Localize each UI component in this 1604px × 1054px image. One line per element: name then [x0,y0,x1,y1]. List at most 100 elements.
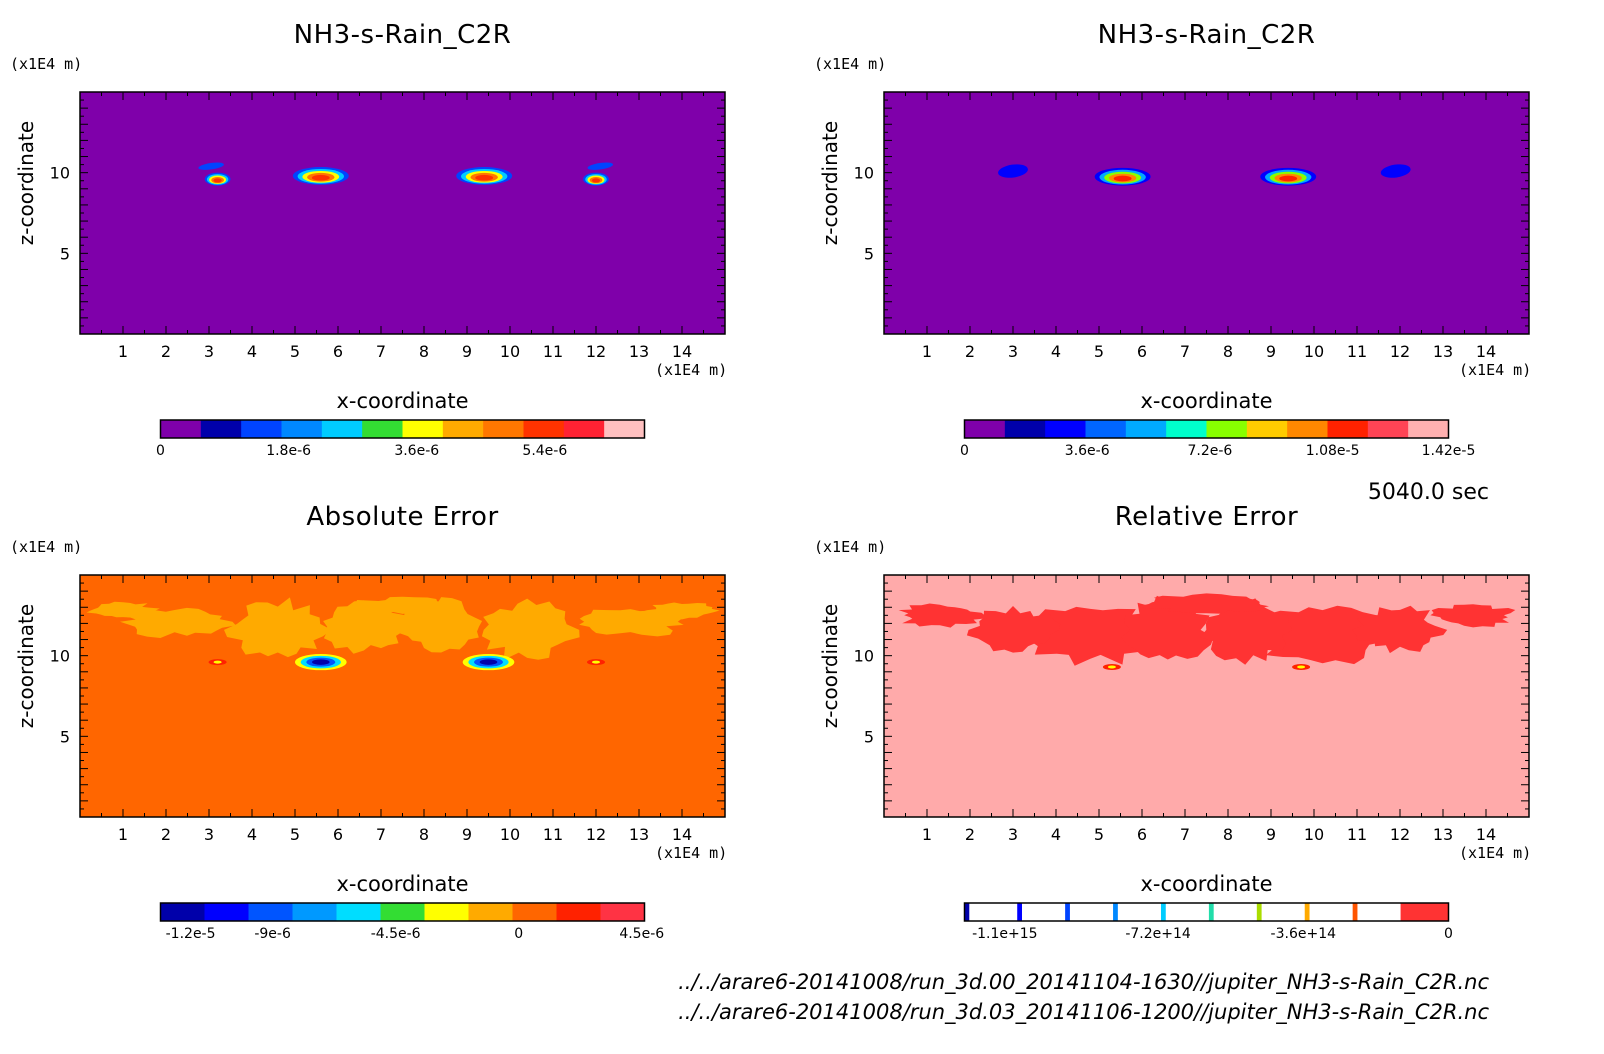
x-tick-label: 11 [1347,342,1367,361]
field-background [884,92,1529,334]
colorbar-swatch [292,903,337,921]
contour-dot-core [592,660,600,664]
colorbar-tick-label: 1.8e-6 [266,443,311,459]
contour-patch [224,597,332,658]
colorbar-swatch [1256,903,1263,921]
panel-4: 1 2 3 4 5 6 7 8 9 10 11 12 13 14510z-coordinate-1.1e+… [818,574,1530,942]
x-unit-label: (x1E4 m) [655,361,728,379]
file-path-1: ../../arare6-20141008/run_3d.00_20141104… [678,970,1489,994]
colorbar-swatch [160,420,202,438]
x-unit-label: (x1E4 m) [1459,844,1532,862]
panel-title: Relative Error [1114,502,1299,532]
colorbar-swatch [1367,420,1409,438]
contour-blob [591,178,601,183]
contour-patch [1351,605,1448,654]
x-tick-label: 12 [586,825,606,844]
colorbar: 0 3.6e-6 7.2e-6 1.08e-5 1.42e-5 [960,419,1475,459]
contour-dot-core [213,660,222,664]
z-axis-title: z-coordinate [818,604,842,728]
x-tick-label: 2 [161,825,171,844]
colorbar-tick-label: -4.5e-6 [371,926,421,942]
x-tick-label: 7 [1180,825,1190,844]
colorbar-swatch [248,903,293,921]
x-tick-label: 1 [922,825,932,844]
x-tick-label: 4 [247,825,257,844]
x-tick-label: 13 [1433,342,1453,361]
x-tick-label: 11 [543,342,563,361]
file-path-2: ../../arare6-20141008/run_3d.03_20141106… [678,1000,1489,1024]
panel-3: 1 2 3 4 5 6 7 8 9 10 11 12 13 14510z-coordinate-1.2e-… [14,574,726,942]
colorbar-swatch [964,420,1006,438]
x-tick-label: 8 [419,825,429,844]
colorbar-swatch [1085,420,1127,438]
error-blob [479,659,498,665]
x-tick-label: 5 [290,825,300,844]
x-tick-label: 3 [1008,825,1018,844]
z-tick-label: 10 [854,164,874,183]
z-tick-label: 10 [854,647,874,666]
contour-patch [898,603,987,628]
x-tick-label: 10 [1304,825,1324,844]
field-background [80,92,725,334]
x-tick-label: 12 [586,342,606,361]
colorbar-swatch [1160,903,1167,921]
x-tick-label: 2 [161,342,171,361]
colorbar: 0 1.8e-6 3.6e-6 5.4e-6 [156,419,646,459]
x-tick-label: 4 [247,342,257,361]
contour-patch [1138,593,1269,614]
colorbar-tick-label: 0 [156,443,165,459]
colorbar-tick-label: 5.4e-6 [522,443,567,459]
x-tick-label: 2 [965,825,975,844]
x-tick-label: 6 [333,342,343,361]
x-tick-label: 6 [1137,342,1147,361]
x-tick-label: 1 [118,825,128,844]
colorbar-swatch [1327,420,1369,438]
x-unit-label: (x1E4 m) [1459,361,1532,379]
x-tick-label: 14 [1476,825,1496,844]
contour-streak [587,162,614,170]
colorbar-swatch [1208,903,1215,921]
x-tick-label: 8 [1223,825,1233,844]
contour-blob [311,174,330,181]
x-tick-label: 9 [1266,342,1276,361]
z-tick-label: 10 [50,164,70,183]
colorbar-swatch [200,420,242,438]
colorbar-swatch [1165,903,1210,921]
colorbar-frame [159,902,646,922]
colorbar-swatch [1117,903,1162,921]
colorbar-swatch [380,903,425,921]
colorbar-tick-label: -3.6e+14 [1271,926,1337,942]
colorbar-swatch [604,420,645,438]
contour-patch [644,602,720,620]
contour-features [86,596,720,671]
x-tick-label: 11 [1347,825,1367,844]
contour-streak [998,164,1028,178]
colorbar-swatch [964,903,970,921]
colorbar-swatch [1206,420,1248,438]
contour-features [198,162,614,186]
contour-dot-core [1297,665,1306,669]
colorbar-swatch [1125,420,1167,438]
x-tick-label: 9 [462,825,472,844]
x-tick-label: 14 [1476,342,1496,361]
contour-features [898,593,1516,670]
colorbar-tick-label: 0 [960,443,969,459]
panel-title: NH3-s-Rain_C2R [293,20,512,50]
x-tick-label: 8 [419,342,429,361]
colorbar-swatch [1017,903,1023,921]
x-tick-label: 13 [629,825,649,844]
colorbar-swatch [402,420,444,438]
colorbar-swatch [1069,903,1114,921]
x-tick-label: 13 [629,342,649,361]
colorbar-swatch [204,903,249,921]
x-tick-label: 10 [500,825,520,844]
z-tick-label: 5 [60,727,70,746]
colorbar-tick-label: -1.2e-5 [166,926,216,942]
contour-blob [1113,175,1132,182]
colorbar-swatch [424,903,469,921]
colorbar-swatch [1352,903,1358,921]
x-tick-label: 3 [204,342,214,361]
contour-blob [475,174,494,181]
x-tick-label: 11 [543,825,563,844]
x-tick-label: 14 [672,342,692,361]
